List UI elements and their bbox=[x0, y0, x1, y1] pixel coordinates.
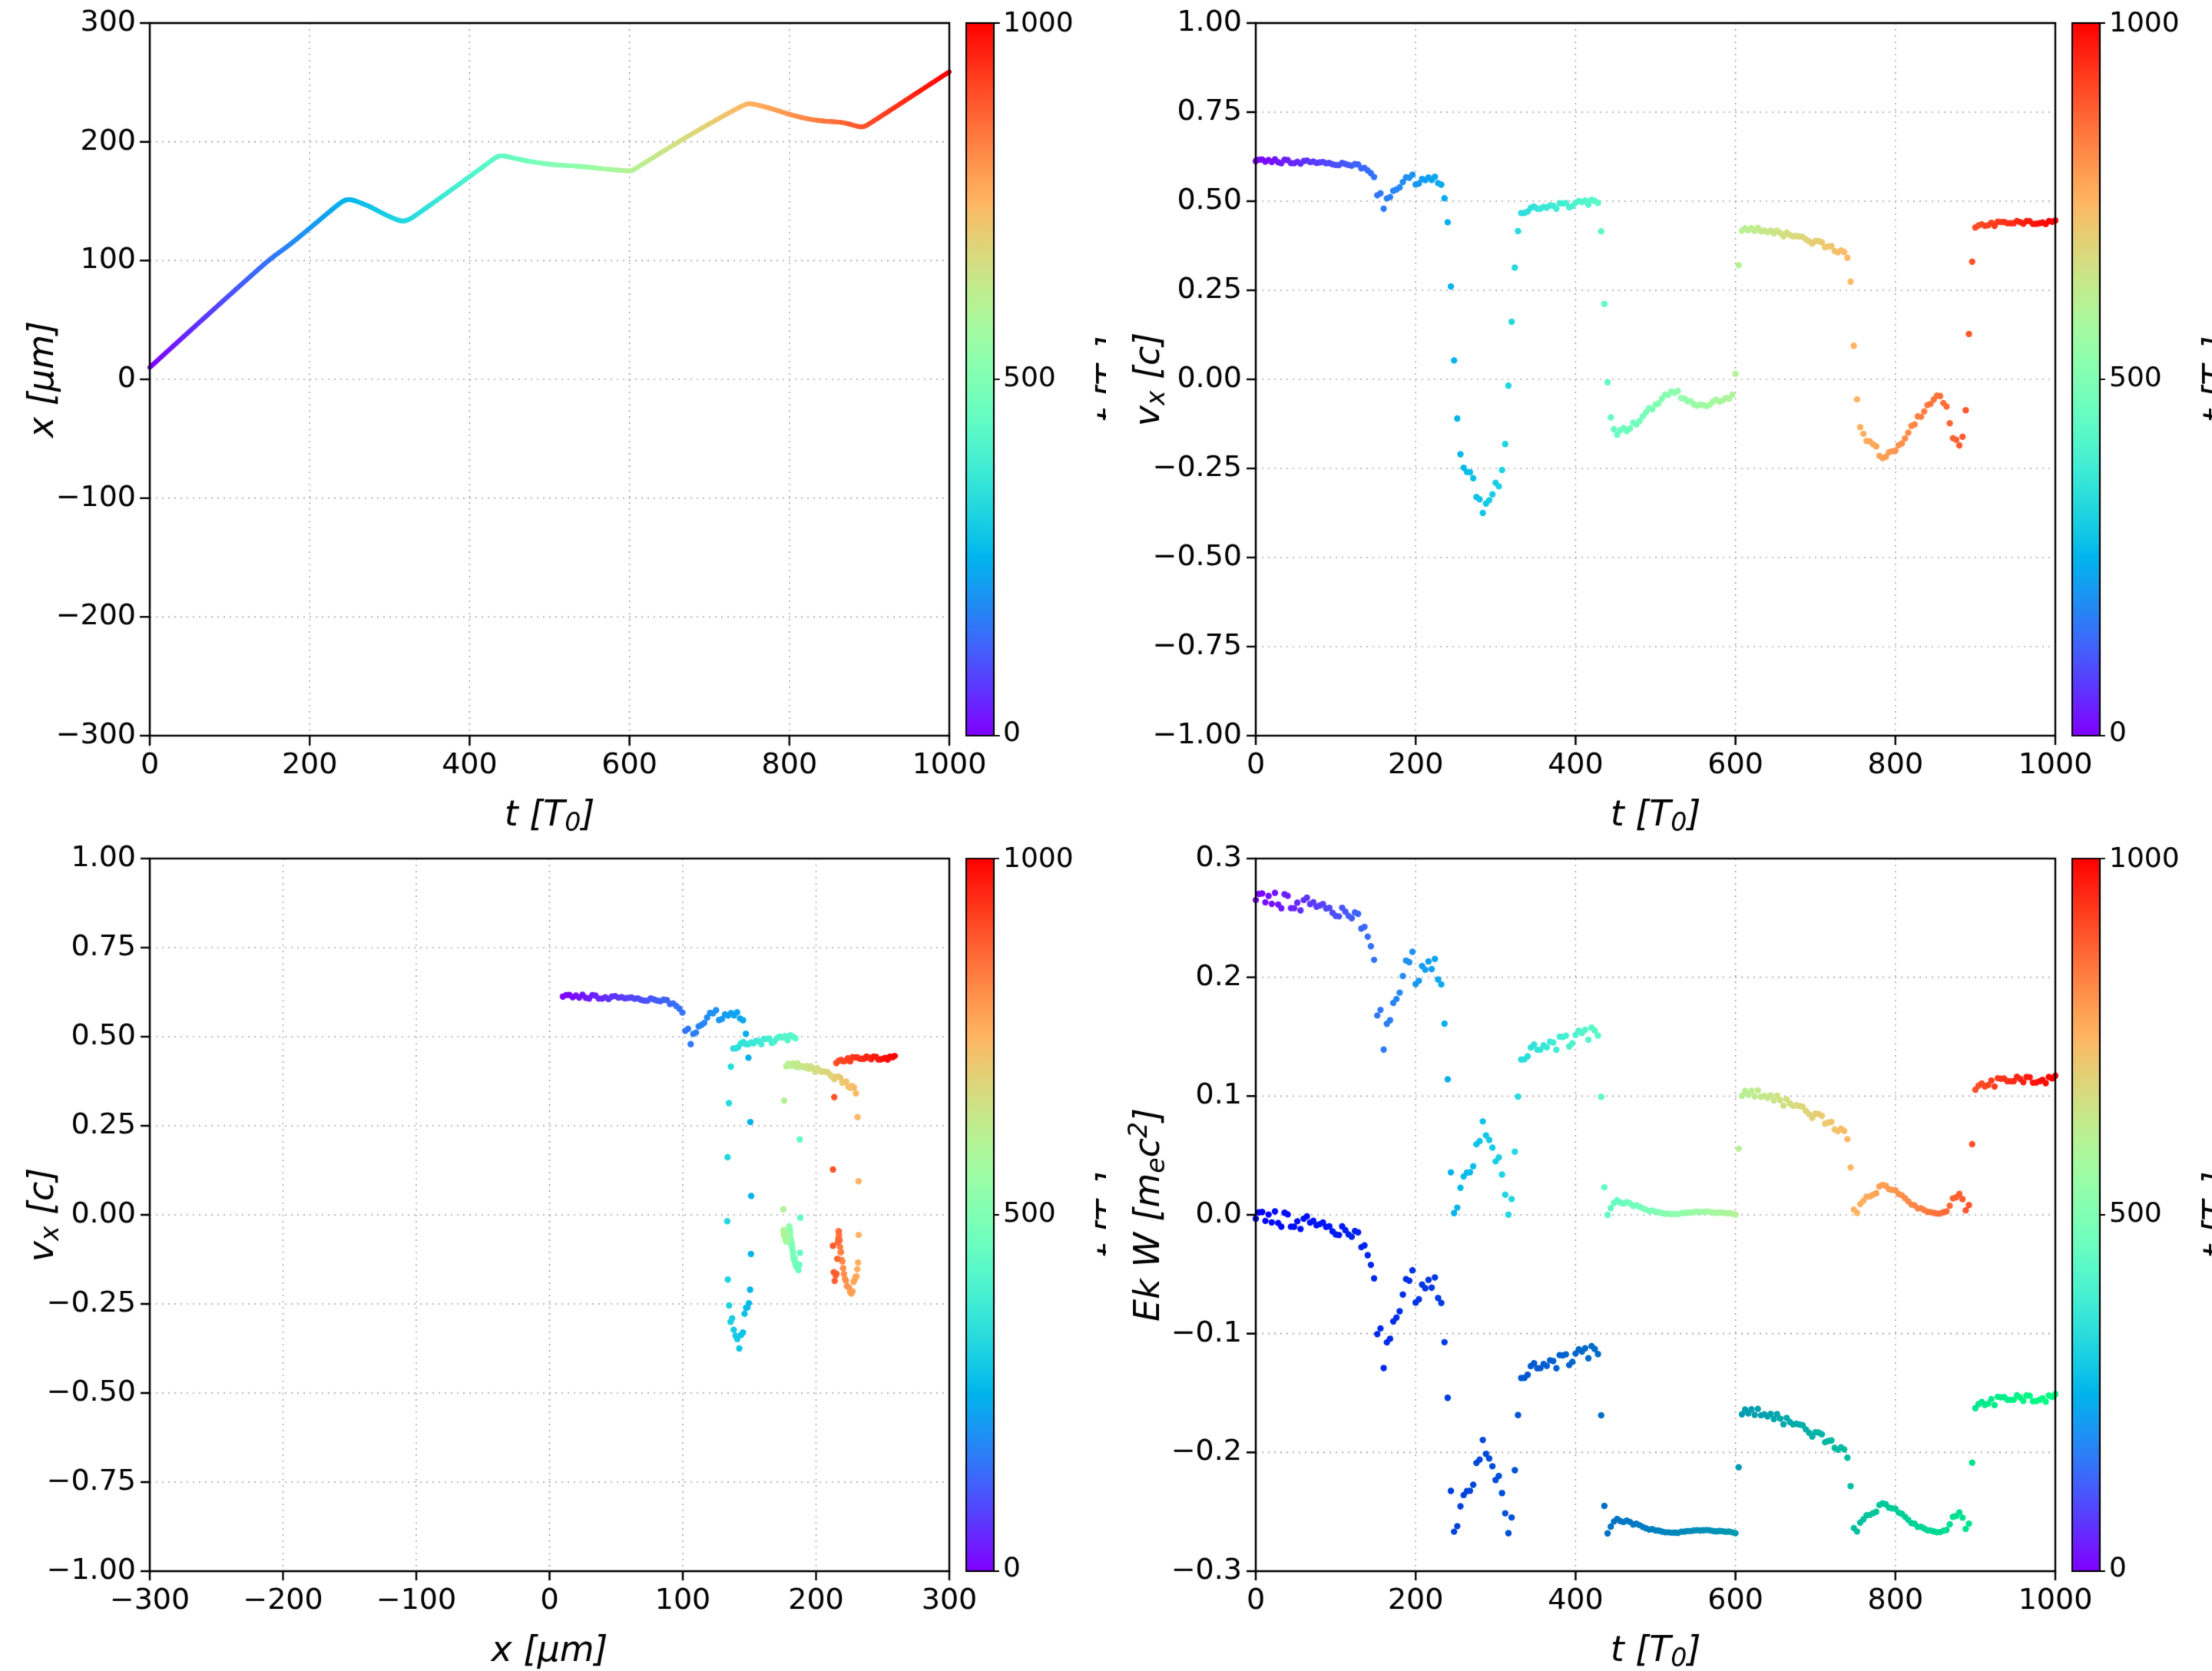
panel-x-vs-t bbox=[0, 0, 1106, 836]
panel-vx-vs-x bbox=[0, 836, 1106, 1671]
panel-vx-vs-t bbox=[1106, 0, 2212, 836]
panel-energy-vs-t bbox=[1106, 836, 2212, 1671]
